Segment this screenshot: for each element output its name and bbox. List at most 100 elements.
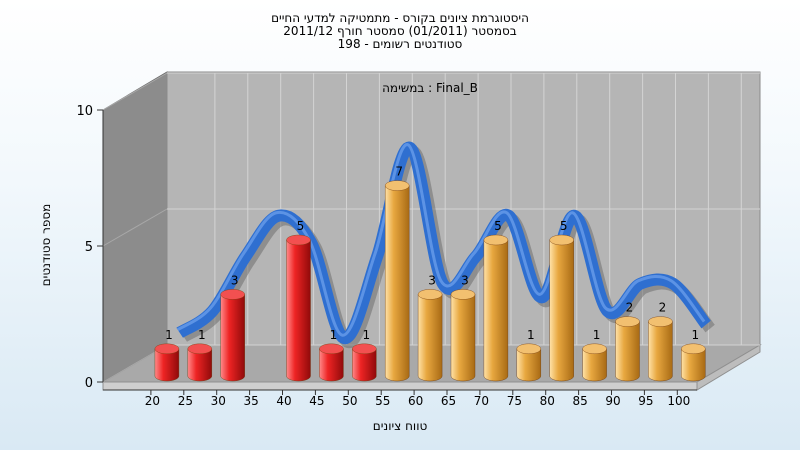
y-axis: 0 5 10 xyxy=(76,104,104,391)
bar-top xyxy=(319,343,344,354)
bar-body xyxy=(681,348,706,382)
bar-body xyxy=(516,348,541,382)
trend-ribbon-highlight xyxy=(176,143,706,337)
bar-70 xyxy=(483,234,509,382)
x-tick-label: 60 xyxy=(408,394,423,408)
bar-top xyxy=(549,234,574,246)
bar-top xyxy=(286,234,311,246)
bar-100 xyxy=(681,343,706,382)
bar-top xyxy=(187,343,213,354)
bar-body xyxy=(582,348,607,382)
trend-ribbon xyxy=(176,141,715,349)
bar-body xyxy=(319,348,344,382)
x-tick-label: 35 xyxy=(244,394,259,408)
floor-right-edge xyxy=(696,344,761,391)
chart-subtitle: במשימה : Final_B xyxy=(382,81,478,95)
x-tick-label: 45 xyxy=(309,394,324,408)
x-axis: 20 25 30 35 40 45 50 55 60 65 70 75 80 85 90 95 100 xyxy=(103,389,697,408)
bar-value-label: 5 xyxy=(494,219,502,233)
bar-body xyxy=(352,348,377,382)
y-tick-label: 0 xyxy=(85,376,93,391)
bar-value-label: 1 xyxy=(691,328,699,342)
bar-top xyxy=(154,343,180,354)
bar-value-label: 1 xyxy=(165,328,173,342)
x-tick-label: 95 xyxy=(638,394,653,408)
chart-title-line-2: בסמסטר (01/2011) סמסטר חורף 2011/12 xyxy=(283,24,516,38)
x-tick-label: 75 xyxy=(507,394,522,408)
side-gridline xyxy=(102,208,168,247)
bar-value-label: 1 xyxy=(330,328,338,342)
bar-40 xyxy=(286,234,311,382)
x-tick-label: 30 xyxy=(211,394,226,408)
bar-series xyxy=(154,180,706,382)
y-axis-title: מספר סטודנטים xyxy=(39,204,53,287)
bar-top xyxy=(516,343,541,354)
bar-body xyxy=(648,321,673,382)
bar-body xyxy=(615,321,640,382)
bar-value-label: 1 xyxy=(527,328,535,342)
bar-25 xyxy=(187,343,213,382)
bar-65 xyxy=(450,289,476,382)
bar-value-label: 1 xyxy=(198,328,206,342)
x-tick-label: 90 xyxy=(605,394,620,408)
bar-body xyxy=(385,185,410,382)
side-gridline xyxy=(102,72,168,111)
x-axis-title: טווח ציונים xyxy=(373,419,428,433)
bar-top xyxy=(615,316,640,327)
x-tick-label: 40 xyxy=(276,394,291,408)
bar-value-label: 7 xyxy=(395,165,403,179)
bar-body xyxy=(549,239,574,382)
x-tick-label: 55 xyxy=(375,394,390,408)
bar-top xyxy=(582,343,607,354)
bar-top xyxy=(352,343,377,354)
bar-20 xyxy=(154,343,180,382)
x-tick-label: 100 xyxy=(667,394,690,408)
x-tick-label: 85 xyxy=(573,394,588,408)
bar-80 xyxy=(549,234,574,382)
x-tick-label: 65 xyxy=(441,394,456,408)
y-tick-label: 10 xyxy=(76,104,93,119)
bar-top xyxy=(385,180,410,191)
bar-value-label: 3 xyxy=(231,273,239,287)
y-tick-label: 5 xyxy=(85,240,93,255)
x-tick-label: 20 xyxy=(145,394,160,408)
bar-top xyxy=(681,343,706,354)
bar-45 xyxy=(319,343,344,382)
bar-55 xyxy=(385,180,410,382)
bar-50 xyxy=(352,343,377,382)
bar-value-label: 1 xyxy=(593,328,601,342)
floor-front-edge xyxy=(102,381,698,391)
chart-title-line-3: סטודנטים רשומים - 198 xyxy=(338,37,463,51)
bar-body xyxy=(187,348,212,382)
bar-body xyxy=(286,239,311,382)
bar-90 xyxy=(615,316,640,382)
bar-top xyxy=(220,289,245,300)
bar-value-label: 5 xyxy=(297,219,305,233)
bar-top xyxy=(483,234,509,246)
bar-value-label: 2 xyxy=(659,301,667,315)
bar-60 xyxy=(417,289,443,382)
bar-body xyxy=(483,239,509,382)
bar-30 xyxy=(220,289,245,382)
bar-value-label: 3 xyxy=(428,273,436,287)
bar-value-label: 1 xyxy=(362,328,370,342)
bar-value-label: 2 xyxy=(626,301,634,315)
bar-body xyxy=(417,294,443,382)
bar-body xyxy=(154,348,180,382)
bar-body xyxy=(450,294,476,382)
x-tick-label: 80 xyxy=(540,394,555,408)
bar-top xyxy=(450,289,476,300)
bar-body xyxy=(220,294,245,382)
x-tick-label: 70 xyxy=(474,394,489,408)
x-tick-label: 25 xyxy=(178,394,193,408)
bar-75 xyxy=(516,343,541,382)
bar-85 xyxy=(582,343,607,382)
x-tick-label: 50 xyxy=(342,394,357,408)
bar-value-label: 5 xyxy=(560,219,568,233)
bar-top xyxy=(648,316,673,327)
chart-title-line-1: היסטוגרמת ציונים בקורס - מתמטיקה למדעי ה… xyxy=(271,11,529,25)
bar-top xyxy=(417,289,443,300)
